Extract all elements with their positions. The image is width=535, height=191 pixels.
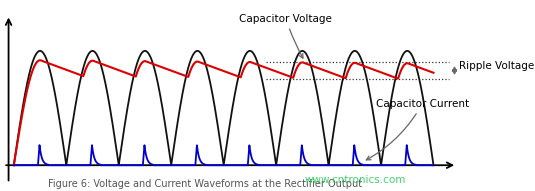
Text: Capacitor Current: Capacitor Current	[366, 99, 469, 160]
Text: Ripple Voltage: Ripple Voltage	[458, 61, 534, 71]
Text: www.cntronics.com: www.cntronics.com	[304, 175, 406, 185]
Text: Figure 6: Voltage and Current Waveforms at the Rectifier Output: Figure 6: Voltage and Current Waveforms …	[48, 179, 362, 189]
Text: Capacitor Voltage: Capacitor Voltage	[239, 14, 332, 58]
